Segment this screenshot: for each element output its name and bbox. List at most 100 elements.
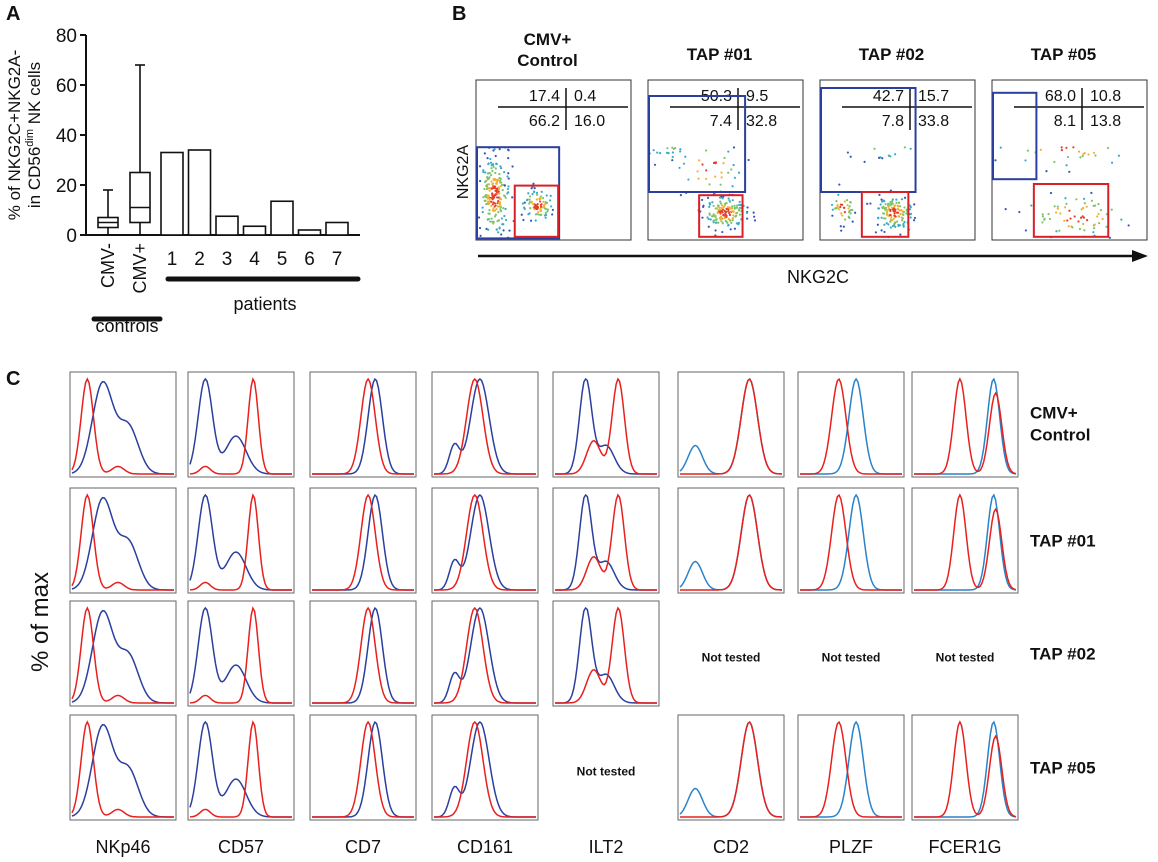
- dot: [679, 150, 682, 153]
- dot: [847, 215, 850, 218]
- dot: [1060, 146, 1063, 149]
- dot: [1090, 199, 1094, 202]
- dot: [539, 195, 543, 198]
- dot: [880, 229, 883, 232]
- dot: [523, 207, 526, 210]
- dot: [905, 212, 908, 215]
- dot: [506, 175, 509, 178]
- dot-cloud: [994, 146, 1130, 239]
- dot: [498, 192, 501, 195]
- dot: [488, 201, 491, 205]
- dot: [895, 201, 898, 204]
- dot: [846, 151, 849, 154]
- dot: [535, 191, 539, 194]
- dot: [481, 211, 484, 214]
- histogram-panel: [552, 600, 660, 707]
- dot: [479, 234, 482, 237]
- dot: [1105, 225, 1108, 228]
- histogram-panel: [69, 714, 177, 821]
- histogram-panel: [187, 600, 295, 707]
- histogram-panel: [309, 487, 417, 594]
- quadrant-lower-left: 8.1: [1054, 113, 1076, 130]
- dot: [994, 159, 997, 162]
- histogram-frame: [677, 487, 785, 594]
- dot: [1064, 206, 1067, 209]
- histogram-panel: [187, 371, 295, 478]
- dot: [502, 207, 505, 210]
- dot: [495, 162, 498, 165]
- dot: [908, 208, 912, 211]
- dot: [866, 202, 869, 205]
- dot: [671, 159, 674, 162]
- dot: [478, 165, 482, 168]
- dot: [701, 216, 704, 219]
- dot: [1004, 208, 1007, 211]
- dot: [717, 204, 720, 207]
- dot: [1049, 191, 1053, 195]
- dot: [545, 207, 548, 211]
- dot-plot-title: CMV+: [524, 30, 572, 49]
- dot: [487, 217, 491, 221]
- dot: [498, 172, 501, 176]
- panel-label-a: A: [6, 3, 20, 25]
- gate-nkg2a-positive: [476, 146, 561, 240]
- dot: [525, 199, 529, 202]
- dot: [831, 214, 834, 217]
- dot: [706, 216, 709, 219]
- bar-category-label: 1: [167, 249, 178, 270]
- dot: [735, 206, 738, 209]
- dot: [483, 187, 486, 191]
- dot: [731, 199, 734, 202]
- dot: [842, 206, 845, 209]
- dot: [718, 210, 721, 213]
- dot: [540, 213, 543, 216]
- dot: [895, 220, 899, 223]
- dot: [1094, 154, 1097, 157]
- dot: [708, 183, 711, 186]
- dot: [1085, 205, 1088, 208]
- dot: [530, 201, 533, 204]
- dot: [849, 200, 852, 204]
- dot: [885, 222, 888, 225]
- dot: [1055, 230, 1058, 233]
- dot: [909, 216, 912, 219]
- dot: [839, 225, 842, 228]
- dot: [909, 147, 912, 150]
- dot: [522, 218, 525, 222]
- dot: [491, 169, 494, 173]
- dot: [1080, 208, 1083, 211]
- dot: [902, 213, 905, 217]
- dot: [486, 194, 490, 198]
- dot: [913, 203, 916, 206]
- y-tick-label: 60: [56, 76, 77, 97]
- histogram-panel: [677, 714, 785, 821]
- dot: [835, 200, 838, 203]
- dot: [719, 200, 722, 203]
- dot: [727, 217, 730, 220]
- dot: [499, 208, 502, 211]
- dot: [544, 202, 547, 206]
- dot: [499, 179, 502, 182]
- dot: [712, 204, 715, 208]
- dot: [503, 171, 506, 174]
- dot: [528, 212, 531, 215]
- dot: [545, 213, 548, 216]
- dot: [704, 177, 708, 181]
- dot-cloud: [830, 146, 917, 239]
- dot: [729, 228, 732, 231]
- dot: [490, 200, 493, 203]
- dot: [715, 218, 718, 221]
- dot: [1064, 197, 1067, 200]
- dot: [1065, 202, 1068, 205]
- dot: [545, 194, 548, 197]
- dot: [499, 185, 502, 188]
- dot: [481, 206, 484, 209]
- dot: [478, 179, 482, 183]
- histogram-curve-blue: [71, 723, 174, 818]
- dot: [511, 196, 514, 199]
- dot: [737, 209, 741, 212]
- histogram-panel: [69, 600, 177, 707]
- dot: [529, 207, 532, 210]
- histogram-frame: [309, 371, 417, 478]
- histogram-curve-red: [189, 720, 292, 818]
